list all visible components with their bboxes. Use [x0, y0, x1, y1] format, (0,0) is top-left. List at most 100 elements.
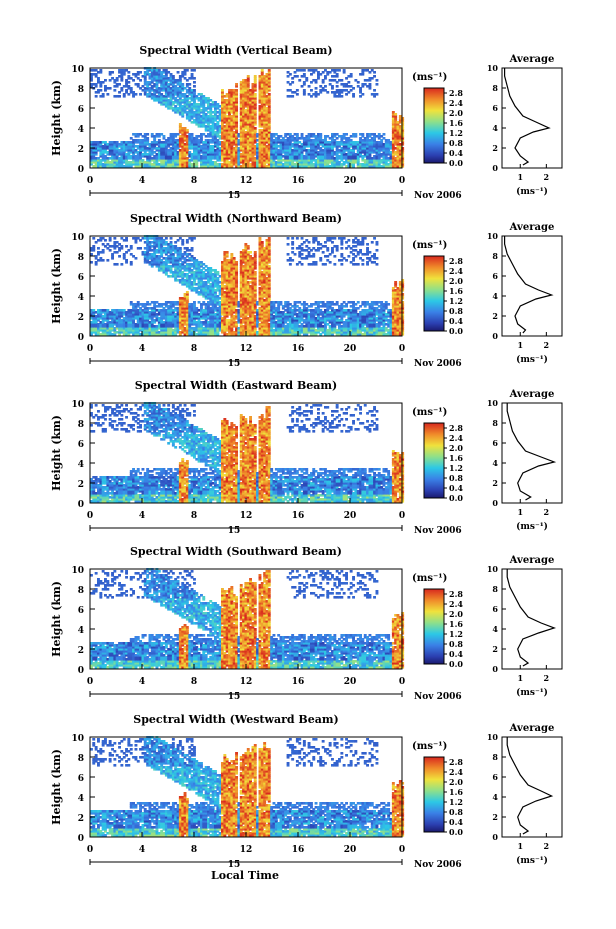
heatmap-cell	[312, 147, 316, 150]
heatmap-cell	[324, 147, 327, 150]
heatmap-cell	[176, 313, 180, 316]
heatmap-cell	[150, 263, 154, 266]
heatmap-cell	[118, 325, 121, 328]
heatmap-cell	[171, 141, 175, 144]
heatmap-cell	[190, 115, 194, 118]
heatmap-cell	[200, 305, 203, 308]
heatmap-cell	[230, 303, 234, 306]
heatmap-cell	[125, 153, 128, 156]
heatmap-cell	[178, 325, 182, 328]
heatmap-cell	[164, 249, 168, 252]
heatmap-cell	[225, 297, 229, 300]
heatmap-cell	[267, 133, 271, 136]
heatmap-cell	[148, 147, 152, 150]
heatmap-cell	[321, 157, 325, 160]
heatmap-cell	[363, 155, 367, 158]
heatmap-cell	[377, 141, 381, 144]
heatmap-cell	[235, 115, 238, 118]
heatmap-cell	[204, 331, 208, 334]
heatmap-cell	[363, 161, 367, 164]
heatmap-cell	[188, 265, 192, 268]
heatmap-cell	[207, 331, 210, 334]
heatmap-cell	[160, 147, 164, 150]
heatmap-cell	[193, 279, 196, 282]
heatmap-cell	[162, 83, 166, 86]
heatmap-cell	[185, 295, 189, 298]
heatmap-cell	[363, 79, 367, 82]
heatmap-cell	[239, 305, 243, 308]
heatmap-cell	[235, 293, 238, 296]
heatmap-cell	[228, 129, 231, 132]
heatmap-cell	[228, 111, 231, 114]
heatmap-cell	[380, 135, 384, 138]
heatmap-cell	[228, 271, 231, 274]
heatmap-cell	[150, 317, 154, 320]
heatmap-cell	[396, 135, 400, 138]
heatmap-cell	[118, 71, 121, 74]
heatmap-cell	[136, 329, 140, 332]
heatmap-cell	[274, 163, 278, 166]
heatmap-cell	[143, 77, 147, 80]
heatmap-cell	[106, 145, 110, 148]
heatmap-cell	[92, 159, 96, 162]
heatmap-cell	[288, 151, 292, 154]
heatmap-cell	[127, 93, 131, 96]
heatmap-cell	[94, 321, 98, 324]
heatmap-cell	[120, 155, 124, 158]
heatmap-cell	[160, 309, 164, 312]
heatmap-cell	[302, 163, 306, 166]
heatmap-cell	[197, 99, 201, 102]
heatmap-cell	[118, 313, 121, 316]
heatmap-cell	[108, 313, 112, 316]
heatmap-cell	[232, 127, 236, 130]
heatmap-cell	[361, 83, 365, 86]
colorbar-tick-label: 1.6	[449, 118, 463, 128]
heatmap-cell	[228, 299, 231, 302]
heatmap-cell	[113, 159, 117, 162]
heatmap-cell	[122, 141, 126, 144]
heatmap-cell	[188, 93, 192, 96]
heatmap-cell	[375, 147, 379, 150]
heatmap-cell	[127, 87, 131, 90]
heatmap-cell	[209, 273, 213, 276]
heatmap-cell	[148, 75, 152, 78]
heatmap-cell	[218, 119, 222, 122]
heatmap-cell	[176, 87, 180, 90]
heatmap-cell	[256, 155, 259, 158]
heatmap-cell	[181, 141, 185, 144]
heatmap-cell	[146, 163, 150, 166]
heatmap-cell	[223, 263, 227, 266]
heatmap-cell	[141, 313, 145, 316]
heatmap-cell	[242, 145, 245, 148]
heatmap-cell	[314, 139, 318, 142]
heatmap-cell	[167, 103, 171, 106]
heatmap-cell	[225, 327, 229, 330]
heatmap-cell	[153, 259, 157, 262]
heatmap-cell	[209, 157, 213, 160]
heatmap-cell	[230, 261, 234, 264]
heatmap-cell	[258, 83, 262, 86]
heatmap-cell	[225, 141, 229, 144]
heatmap-cell	[190, 103, 194, 106]
heatmap-cell	[258, 79, 262, 82]
heatmap-cell	[171, 261, 175, 264]
heatmap-cell	[314, 161, 318, 164]
heatmap-cell	[251, 87, 255, 90]
heatmap-cell	[216, 281, 220, 284]
heatmap-cell	[244, 119, 248, 122]
heatmap-cell	[181, 257, 185, 260]
heatmap-cell	[242, 163, 245, 166]
heatmap-cell	[302, 155, 306, 158]
heatmap-cell	[188, 91, 192, 94]
heatmap-cell	[246, 113, 250, 116]
heatmap-cell	[141, 325, 145, 328]
heatmap-cell	[155, 89, 159, 92]
heatmap-cell	[211, 105, 215, 108]
heatmap-cell	[230, 89, 234, 92]
heatmap-cell	[391, 123, 395, 126]
heatmap-cell	[239, 331, 243, 334]
heatmap-cell	[209, 103, 213, 106]
heatmap-cell	[160, 151, 164, 154]
heatmap-cell	[221, 299, 224, 302]
heatmap-cell	[230, 93, 234, 96]
